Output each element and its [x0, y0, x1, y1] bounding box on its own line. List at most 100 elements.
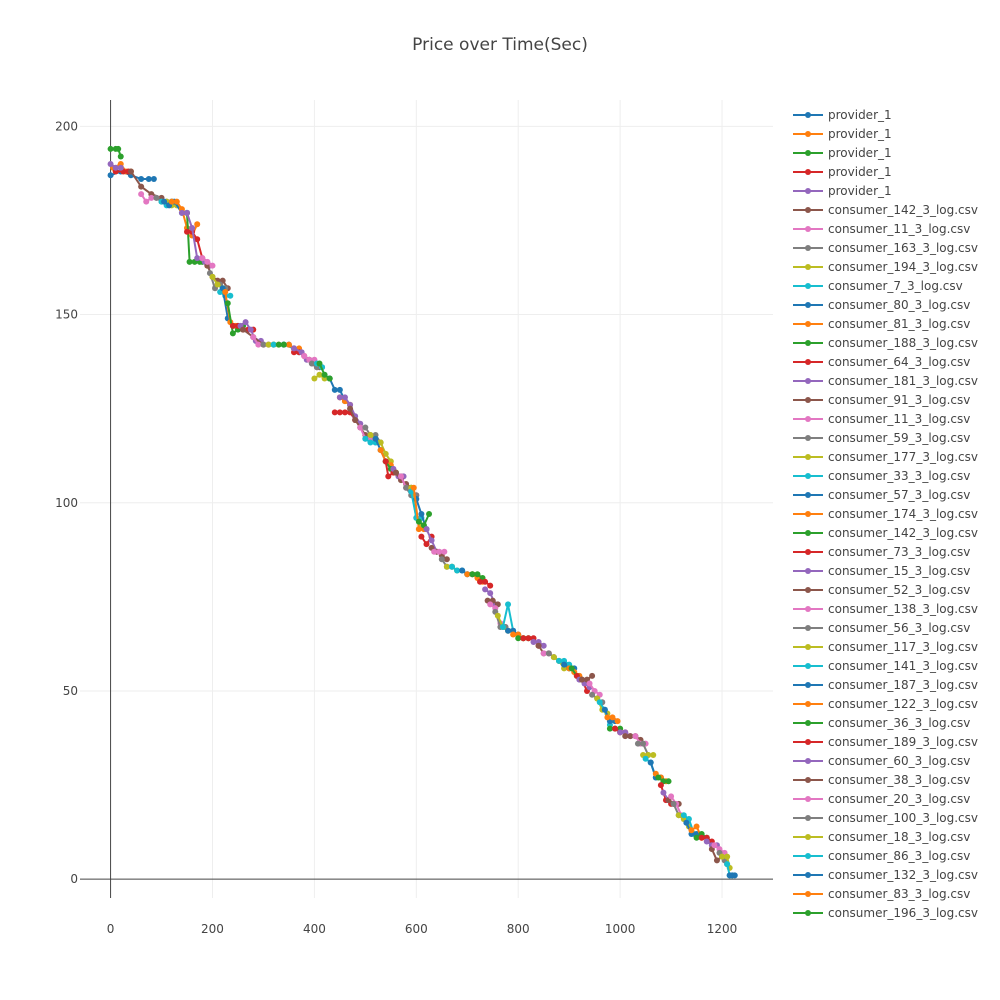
- legend-item[interactable]: consumer_83_3_log.csv: [793, 887, 970, 901]
- legend-label: consumer_141_3_log.csv: [828, 659, 978, 673]
- legend-label: consumer_57_3_log.csv: [828, 488, 970, 502]
- data-point: [535, 642, 542, 649]
- data-point: [107, 172, 114, 179]
- legend-item[interactable]: consumer_181_3_log.csv: [793, 374, 978, 388]
- data-point: [150, 176, 157, 183]
- data-point: [112, 164, 119, 171]
- data-point: [204, 258, 211, 265]
- legend-item[interactable]: consumer_57_3_log.csv: [793, 488, 970, 502]
- legend-item[interactable]: consumer_56_3_log.csv: [793, 621, 970, 635]
- legend-item[interactable]: consumer_138_3_log.csv: [793, 602, 978, 616]
- legend-item[interactable]: consumer_33_3_log.csv: [793, 469, 970, 483]
- legend-item[interactable]: consumer_132_3_log.csv: [793, 868, 978, 882]
- legend-item[interactable]: consumer_142_3_log.csv: [793, 526, 978, 540]
- legend-item[interactable]: consumer_15_3_log.csv: [793, 564, 970, 578]
- legend-item[interactable]: consumer_73_3_log.csv: [793, 545, 970, 559]
- legend-item[interactable]: consumer_177_3_log.csv: [793, 450, 978, 464]
- legend-item[interactable]: consumer_7_3_log.csv: [793, 279, 963, 293]
- data-point: [568, 665, 575, 672]
- data-point: [227, 292, 234, 299]
- legend-item[interactable]: provider_1: [793, 165, 892, 179]
- legend-label: consumer_187_3_log.csv: [828, 678, 978, 692]
- data-point: [367, 439, 374, 446]
- legend-item[interactable]: consumer_80_3_log.csv: [793, 298, 970, 312]
- data-point: [482, 578, 489, 585]
- legend-label: consumer_181_3_log.csv: [828, 374, 978, 388]
- data-point: [586, 680, 593, 687]
- legend-item[interactable]: consumer_52_3_log.csv: [793, 583, 970, 597]
- chart-title: Price over Time(Sec): [412, 35, 588, 55]
- data-point: [469, 571, 476, 578]
- legend-label: consumer_7_3_log.csv: [828, 279, 963, 293]
- series-line: [130, 170, 162, 199]
- legend-item[interactable]: provider_1: [793, 146, 892, 160]
- data-point: [731, 872, 738, 879]
- legend-item[interactable]: consumer_141_3_log.csv: [793, 659, 978, 673]
- legend-label: consumer_64_3_log.csv: [828, 355, 970, 369]
- data-point: [326, 375, 333, 382]
- legend-label: consumer_59_3_log.csv: [828, 431, 970, 445]
- data-point: [482, 586, 489, 593]
- legend-item[interactable]: consumer_18_3_log.csv: [793, 830, 970, 844]
- legend-item[interactable]: consumer_81_3_log.csv: [793, 317, 970, 331]
- data-point: [443, 563, 450, 570]
- legend-label: consumer_52_3_log.csv: [828, 583, 970, 597]
- legend-item[interactable]: consumer_174_3_log.csv: [793, 507, 978, 521]
- data-point: [229, 330, 236, 337]
- data-point: [428, 537, 435, 544]
- series-62: [415, 511, 433, 529]
- legend-label: consumer_15_3_log.csv: [828, 564, 970, 578]
- legend-item[interactable]: consumer_163_3_log.csv: [793, 241, 978, 255]
- legend-item[interactable]: consumer_60_3_log.csv: [793, 754, 970, 768]
- legend-item[interactable]: consumer_196_3_log.csv: [793, 906, 978, 920]
- legend-item[interactable]: consumer_100_3_log.csv: [793, 811, 978, 825]
- legend-label: consumer_188_3_log.csv: [828, 336, 978, 350]
- legend-item[interactable]: consumer_36_3_log.csv: [793, 716, 970, 730]
- legend-item[interactable]: provider_1: [793, 127, 892, 141]
- data-point: [352, 416, 359, 423]
- y-tick-label: 100: [55, 496, 78, 510]
- legend-item[interactable]: consumer_11_3_log.csv: [793, 222, 970, 236]
- data-point: [186, 258, 193, 265]
- data-point: [336, 386, 343, 393]
- data-point: [634, 740, 641, 747]
- data-point: [724, 861, 731, 868]
- legend-item[interactable]: consumer_11_3_log.csv: [793, 412, 970, 426]
- data-point: [331, 386, 338, 393]
- legend-label: consumer_20_3_log.csv: [828, 792, 970, 806]
- legend-swatch-marker: [805, 359, 811, 365]
- legend-item[interactable]: consumer_187_3_log.csv: [793, 678, 978, 692]
- legend-item[interactable]: consumer_122_3_log.csv: [793, 697, 978, 711]
- legend-swatch-marker: [805, 891, 811, 897]
- legend-item[interactable]: consumer_188_3_log.csv: [793, 336, 978, 350]
- legend-item[interactable]: consumer_86_3_log.csv: [793, 849, 970, 863]
- data-point: [675, 812, 682, 819]
- legend-swatch-marker: [805, 321, 811, 327]
- legend-item[interactable]: consumer_59_3_log.csv: [793, 431, 970, 445]
- legend-swatch-marker: [805, 644, 811, 650]
- data-point: [184, 209, 191, 216]
- data-point: [703, 838, 710, 845]
- series-4: [107, 160, 124, 171]
- legend-label: consumer_73_3_log.csv: [828, 545, 970, 559]
- data-point: [357, 424, 364, 431]
- x-tick-label: 200: [201, 922, 224, 936]
- legend-swatch-marker: [805, 492, 811, 498]
- legend-item[interactable]: consumer_117_3_log.csv: [793, 640, 978, 654]
- legend-label: provider_1: [828, 146, 892, 160]
- legend-item[interactable]: consumer_142_3_log.csv: [793, 203, 978, 217]
- legend-item[interactable]: consumer_64_3_log.csv: [793, 355, 970, 369]
- legend-item[interactable]: consumer_91_3_log.csv: [793, 393, 970, 407]
- legend-item[interactable]: provider_1: [793, 108, 892, 122]
- chart-legend[interactable]: provider_1 provider_1 provider_1 provider_1…: [793, 108, 978, 920]
- legend-swatch-marker: [805, 625, 811, 631]
- legend-item[interactable]: consumer_38_3_log.csv: [793, 773, 970, 787]
- data-point: [578, 676, 585, 683]
- legend-item[interactable]: consumer_20_3_log.csv: [793, 792, 970, 806]
- legend-item[interactable]: consumer_194_3_log.csv: [793, 260, 978, 274]
- data-point: [173, 198, 180, 205]
- legend-item[interactable]: provider_1: [793, 184, 892, 198]
- data-point: [670, 800, 677, 807]
- legend-item[interactable]: consumer_189_3_log.csv: [793, 735, 978, 749]
- data-point: [291, 345, 298, 352]
